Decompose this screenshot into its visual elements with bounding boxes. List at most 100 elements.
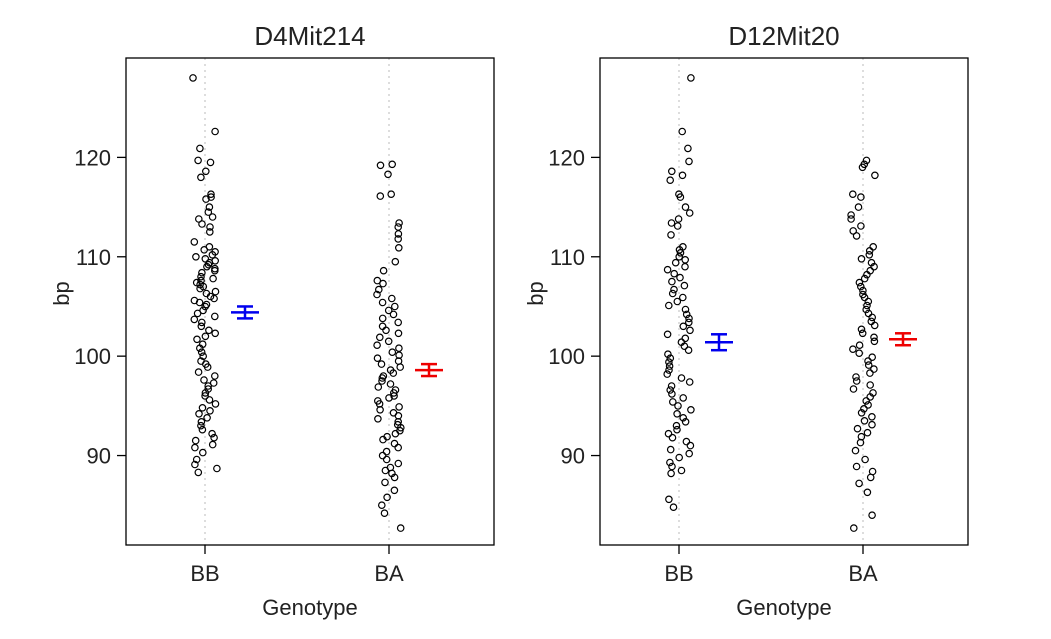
- data-point-bb: [192, 455, 201, 464]
- data-point-ba: [390, 302, 399, 311]
- data-point-bb: [666, 354, 675, 363]
- data-point-bb: [211, 372, 219, 380]
- data-point-bb: [205, 203, 214, 211]
- data-point-bb: [205, 326, 213, 335]
- data-point-bb: [685, 314, 693, 323]
- data-point-bb: [193, 309, 202, 318]
- data-point-bb: [669, 503, 678, 512]
- data-point-bb: [678, 293, 687, 302]
- data-point-bb: [684, 346, 693, 355]
- data-point-ba: [857, 254, 866, 263]
- data-point-ba: [856, 282, 865, 291]
- data-point-bb: [663, 330, 672, 339]
- data-point-ba: [868, 511, 876, 520]
- y-tick-label: 120: [548, 145, 585, 170]
- data-point-bb: [203, 363, 212, 371]
- data-point-ba: [374, 383, 383, 391]
- data-point-ba: [857, 325, 866, 334]
- data-point-ba: [394, 235, 403, 243]
- data-point-bb: [209, 274, 217, 283]
- data-point-ba: [386, 380, 395, 388]
- data-point-bb: [681, 334, 690, 343]
- data-point-ba: [860, 416, 869, 425]
- data-point-bb: [211, 127, 219, 136]
- data-point-ba: [394, 329, 403, 338]
- data-point-bb: [191, 460, 199, 469]
- data-point-bb: [204, 382, 213, 390]
- data-point-ba: [379, 279, 387, 288]
- y-tick-label: 100: [548, 344, 585, 369]
- data-point-bb: [674, 402, 682, 410]
- data-point-bb: [667, 219, 676, 227]
- data-point-bb: [668, 433, 677, 442]
- data-point-bb: [673, 425, 681, 434]
- data-point-bb: [195, 298, 204, 307]
- data-point-ba: [869, 243, 878, 251]
- data-point-bb: [213, 464, 221, 473]
- data-point-bb: [680, 281, 689, 290]
- data-point-ba: [394, 244, 403, 252]
- data-point-bb: [197, 173, 205, 182]
- data-point-bb: [198, 318, 206, 327]
- data-point-ba: [848, 190, 857, 199]
- data-point-bb: [677, 466, 686, 475]
- data-point-ba: [382, 326, 390, 335]
- data-point-ba: [379, 435, 387, 444]
- y-tick-label: 110: [550, 245, 585, 270]
- data-point-bb: [211, 312, 219, 321]
- data-point-ba: [852, 377, 861, 385]
- x-tick-label-bb: BB: [190, 561, 219, 586]
- data-point-ba: [861, 455, 869, 464]
- data-point-ba: [381, 478, 389, 487]
- data-point-bb: [664, 350, 672, 359]
- data-point-ba: [868, 353, 877, 362]
- mean-se-bar-bb: [231, 305, 259, 320]
- data-point-ba: [847, 215, 855, 223]
- data-point-bb: [668, 398, 677, 406]
- data-point-ba: [857, 408, 866, 417]
- data-point-bb: [684, 144, 692, 153]
- data-point-bb: [194, 468, 203, 477]
- data-point-bb: [672, 421, 681, 430]
- data-point-ba: [378, 298, 387, 307]
- data-point-bb: [211, 400, 220, 408]
- data-point-ba: [870, 262, 878, 271]
- data-point-ba: [376, 192, 385, 200]
- data-point-ba: [390, 439, 399, 448]
- chart-panel-1: D4Mit214 90 100 110 120 bp BB BA Genotype: [49, 21, 495, 620]
- data-point-ba: [867, 317, 876, 326]
- data-point-bb: [198, 425, 207, 434]
- data-point-ba: [388, 160, 397, 169]
- data-point-bb: [208, 440, 217, 449]
- data-point-bb: [665, 358, 673, 366]
- data-point-ba: [395, 219, 403, 227]
- data-point-ba: [374, 414, 382, 423]
- data-point-ba: [396, 524, 405, 532]
- data-point-bb: [204, 208, 213, 216]
- data-point-ba: [849, 227, 858, 235]
- data-point-bb: [667, 469, 675, 478]
- data-point-bb: [685, 157, 693, 166]
- data-point-bb: [197, 421, 205, 430]
- data-point-bb: [668, 289, 677, 298]
- data-point-ba: [376, 405, 384, 414]
- data-point-bb: [676, 249, 685, 257]
- data-point-ba: [394, 443, 403, 452]
- data-point-ba: [382, 455, 391, 464]
- data-point-bb: [670, 285, 678, 294]
- data-point-bb: [206, 158, 215, 167]
- data-point-ba: [378, 374, 387, 382]
- data-point-bb: [682, 310, 691, 319]
- data-point-ba: [391, 257, 400, 266]
- data-point-bb: [663, 370, 672, 378]
- data-point-ba: [382, 447, 391, 456]
- data-point-ba: [863, 428, 872, 437]
- y-tick-label: 120: [74, 145, 111, 170]
- data-point-ba: [380, 509, 389, 518]
- x-tick-label-ba: BA: [374, 561, 404, 586]
- data-point-bb: [667, 231, 675, 239]
- data-point-bb: [197, 272, 205, 281]
- data-point-ba: [870, 333, 878, 342]
- data-point-bb: [664, 301, 673, 310]
- data-point-bb: [210, 433, 218, 442]
